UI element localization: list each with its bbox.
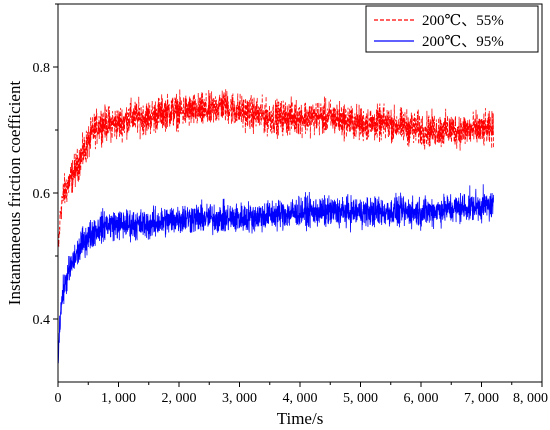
x-tick-label: 0 [55, 391, 62, 406]
x-tick-label: 1, 000 [101, 391, 136, 406]
legend: 200℃、55% 200℃、95% [365, 5, 539, 53]
x-tick-label: 4, 000 [283, 391, 318, 406]
x-axis-ticks: 0 1, 000 2, 000 3, 000 4, 000 5, 000 6, 000 7, … [55, 382, 548, 406]
series-line-0 [57, 89, 494, 255]
legend-label-series-0: 200℃、55% [422, 13, 504, 29]
y-axis-ticks: 0.4 0.6 0.8 [33, 3, 58, 328]
x-tick-label: 8, 000 [513, 391, 548, 406]
y-axis-title: Instantaneous friction coefficient [5, 81, 24, 306]
x-tick-label: 5, 000 [343, 391, 378, 406]
x-tick-label: 6, 000 [404, 391, 439, 406]
y-tick-label: 0.6 [33, 187, 51, 202]
legend-box [365, 5, 539, 53]
x-tick-label: 3, 000 [222, 391, 257, 406]
y-tick-label: 0.4 [33, 313, 51, 328]
y-tick-label: 0.8 [33, 61, 51, 76]
x-tick-label: 7, 000 [464, 391, 499, 406]
series-line-1 [57, 184, 494, 382]
legend-label-series-1: 200℃、95% [422, 34, 504, 50]
plot-lines [57, 89, 494, 382]
x-tick-label: 2, 000 [162, 391, 197, 406]
x-axis-title: Time/s [277, 409, 324, 428]
